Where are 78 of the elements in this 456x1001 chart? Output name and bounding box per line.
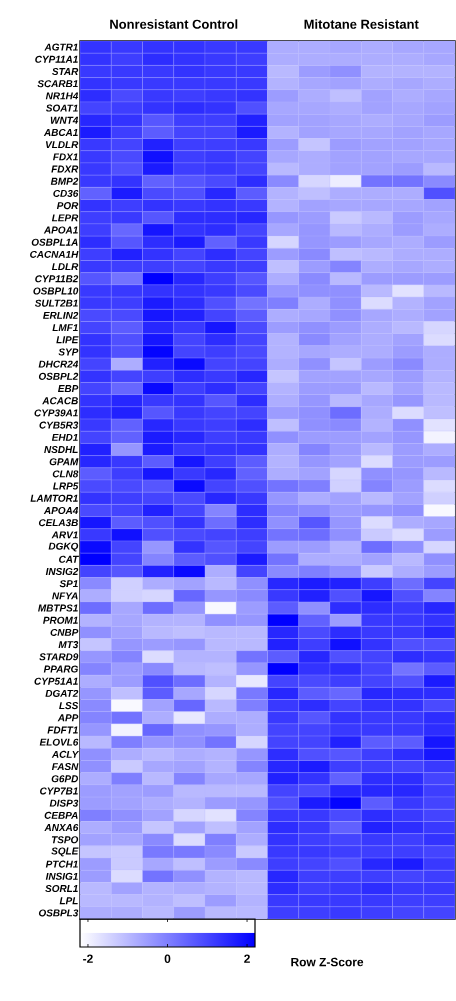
y-tick-label: NFYA [52,592,78,600]
color-bar-title: Row Z-Score [291,957,364,967]
y-tick-label: CAT [59,555,80,563]
y-tick-label: NR1H4 [45,92,79,100]
y-tick-label: PTCH1 [45,860,78,868]
y-tick-label: CNBP [50,628,79,636]
y-tick-label: LDLR [51,263,79,271]
y-tick-label: CYP39A1 [34,409,78,417]
y-tick-label: OSBPL3 [38,909,79,917]
y-tick-label: FASN [51,763,79,771]
y-tick-label: INSIG2 [45,567,79,575]
y-tick-label: LAMTOR1 [30,494,78,502]
y-tick-label: SORL1 [45,885,78,893]
y-tick-label: OSBPL2 [38,372,79,380]
y-tick-label: SCARB1 [37,80,78,88]
y-tick-label: ACLY [51,750,80,758]
y-tick-label: SP1 [59,580,78,588]
y-tick-label: FDXR [51,165,79,173]
y-tick-label: LPL [59,897,78,905]
y-tick-label: CYP51A1 [34,677,78,685]
y-tick-label: MBTPS1 [38,604,78,612]
y-tick-label: SYP [58,348,79,356]
y-tick-label: APOA4 [43,506,79,515]
y-tick-label: CELA3B [38,519,78,527]
color-bar-label: 2 [244,954,250,963]
y-tick-label: APOA1 [43,226,78,234]
y-tick-label: STAR [52,67,79,76]
y-tick-label: EHD1 [51,433,78,441]
y-tick-label: CACNA1H [30,250,79,258]
y-tick-label: LSS [59,702,79,710]
y-tick-label: EBP [57,385,79,392]
y-tick-label: POR [56,202,79,210]
y-tick-label: OSBPL1A [31,238,78,246]
color-bar-label: 0 [164,954,171,963]
y-tick-label: SOAT1 [45,104,78,112]
text: Mitotane Resistant [304,19,419,29]
y-tick-label: OSBPL10 [33,287,79,295]
y-tick-label: INSIG1 [45,872,78,880]
y-tick-label: TSPO [51,836,79,844]
y-tick-label: DHCR24 [38,360,79,368]
y-tick-label: G6PD [51,775,79,783]
y-tick-label: BMP2 [50,177,79,185]
y-tick-label: DGAT2 [45,689,79,697]
y-tick-label: LIPE [56,336,79,344]
y-tick-label: WNT4 [50,116,79,124]
y-tick-label: STARD9 [39,653,79,661]
y-tick-label: SULT2B1 [34,299,78,307]
text: Nonresistant Control [110,19,238,29]
y-tick-label: ERLIN2 [43,311,79,319]
y-tick-label: CYP7B1 [40,787,78,795]
y-tick-label: PROM1 [43,616,78,624]
y-tick-label: MT3 [58,641,79,649]
y-tick-label: VLDLR [45,141,79,149]
y-tick-label: CYB5R3 [39,421,79,429]
y-tick-label: GPAM [49,458,79,466]
y-tick-label: CLN8 [52,470,79,478]
y-tick-label: ACACB [42,397,78,405]
y-tick-label: LEPR [51,214,79,222]
y-tick-label: ABCA1 [43,128,78,136]
y-tick-label: DISP3 [49,799,79,807]
y-tick-label: LRP5 [53,482,79,490]
y-tick-label: CD36 [53,189,79,197]
y-tick-label: APP [57,714,79,722]
y-tick-label: ELOVL6 [39,738,79,746]
y-tick-label: FDFT1 [47,726,78,734]
y-tick-label: CYP11A1 [35,55,78,63]
y-tick-label: NSDHL [44,446,78,454]
y-tick-label: ARV1 [51,531,78,539]
y-tick-label: ANXA6 [44,824,79,832]
y-tick-label: PPARG [43,665,79,673]
y-tick-label: FDX1 [53,153,78,161]
y-tick-label: SQLE [51,847,79,857]
y-tick-label: AGTR1 [44,43,78,51]
color-bar-label: -2 [83,954,93,963]
y-tick-label: CEBPA [44,811,78,819]
y-tick-label: LMF1 [52,324,78,331]
y-tick-label: DGKQ [48,542,79,552]
y-tick-label: CYP11B2 [35,275,79,283]
